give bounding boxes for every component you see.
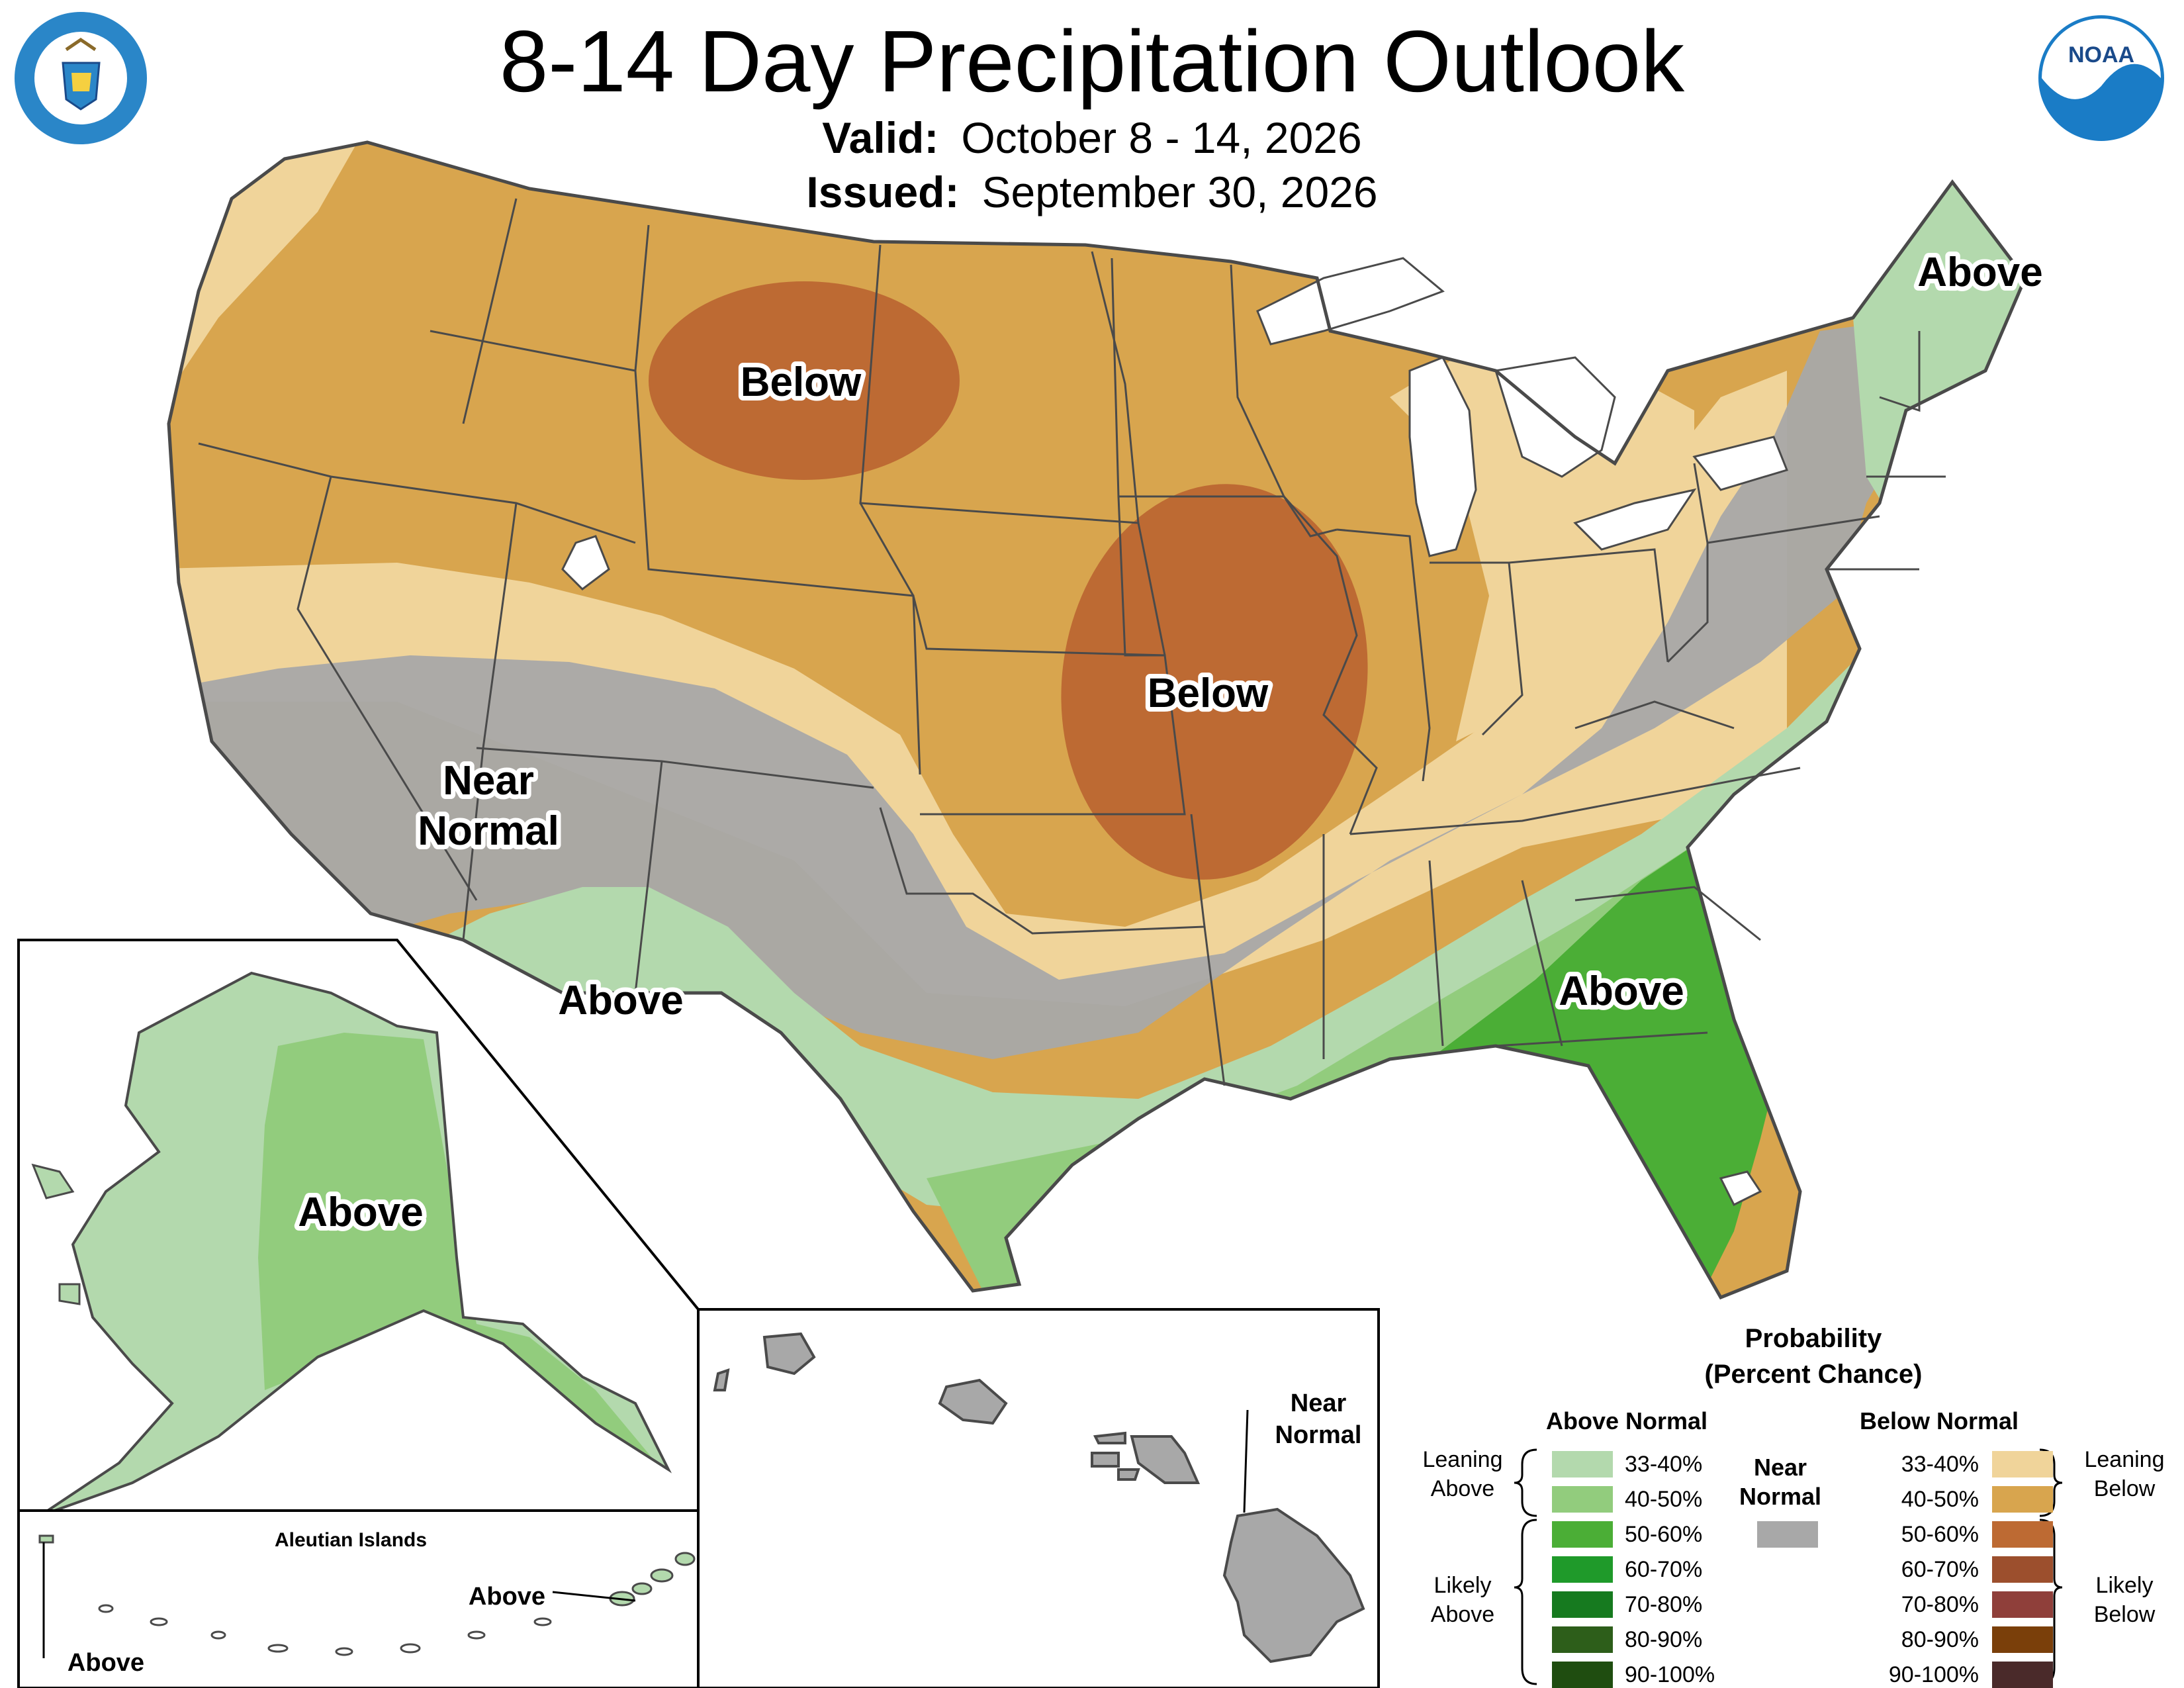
- above-swatch: [1552, 1451, 1613, 1477]
- below-range-label: 50-60%: [1901, 1522, 1979, 1547]
- legend-likely-below-1: Likely: [2095, 1573, 2154, 1598]
- legend-near-header-2: Normal: [1739, 1483, 1822, 1510]
- above-range-label: 80-90%: [1625, 1627, 1703, 1652]
- label-below-central: Below: [1148, 671, 1269, 716]
- valid-line: Valid: October 8 - 14, 2026: [0, 111, 2184, 164]
- hawaii-inset: [697, 1308, 1380, 1688]
- great-lakes: [561, 257, 1789, 1207]
- above-swatch: [1552, 1556, 1613, 1583]
- below-range-label: 70-80%: [1901, 1592, 1979, 1617]
- label-aleutian-above-east: Above: [469, 1583, 545, 1611]
- label-hawaii-near-1: Near: [1291, 1389, 1347, 1417]
- issued-line: Issued: September 30, 2026: [0, 165, 2184, 218]
- valid-value: October 8 - 14, 2026: [961, 113, 1362, 162]
- above-swatch: [1552, 1626, 1613, 1653]
- below-range-label: 80-90%: [1901, 1627, 1979, 1652]
- label-near-normal-2: Normal: [418, 808, 559, 854]
- state-borders: [167, 140, 2027, 1300]
- above-range-label: 60-70%: [1625, 1557, 1703, 1582]
- below-swatch: [1992, 1451, 2053, 1477]
- above-swatch: [1552, 1521, 1613, 1548]
- issued-value: September 30, 2026: [981, 167, 1378, 216]
- below-range-label: 90-100%: [1888, 1662, 1979, 1687]
- noaa-logo: NOAA: [2038, 15, 2164, 141]
- valid-label: Valid:: [822, 113, 939, 162]
- below-range-label: 40-50%: [1901, 1487, 1979, 1512]
- label-near-normal-1: Near: [443, 758, 534, 804]
- near-normal-swatch: [1757, 1521, 1818, 1548]
- below-range-label: 60-70%: [1901, 1557, 1979, 1582]
- legend-leaning-below-1: Leaning: [2084, 1447, 2165, 1472]
- label-above-alaska: Above: [298, 1190, 423, 1235]
- legend-above-header: Above Normal: [1545, 1407, 1708, 1434]
- above-swatch: [1552, 1486, 1613, 1513]
- below-range-label: 33-40%: [1901, 1452, 1979, 1477]
- issued-label: Issued:: [806, 167, 960, 216]
- above-swatch: [1552, 1591, 1613, 1618]
- legend-below-header: Below Normal: [1859, 1407, 2019, 1434]
- legend-title-2: (Percent Chance): [1704, 1360, 1923, 1389]
- department-of-commerce-seal: [15, 12, 147, 144]
- below-swatch: [1992, 1662, 2053, 1688]
- label-above-southwest: Above: [558, 978, 683, 1023]
- below-swatch: [1992, 1626, 2053, 1653]
- label-above-southeast: Above: [1559, 968, 1684, 1014]
- label-aleutian-above-west: Above: [68, 1649, 144, 1677]
- above-swatch: [1552, 1662, 1613, 1688]
- legend-leaning-above-1: Leaning: [1422, 1447, 1503, 1472]
- legend-leaning-above-2: Above: [1430, 1476, 1495, 1501]
- label-below-north: Below: [741, 359, 862, 405]
- legend-brackets: [1514, 1448, 2063, 1685]
- above-range-label: 40-50%: [1625, 1487, 1703, 1512]
- page-title: 8-14 Day Precipitation Outlook: [499, 13, 1685, 110]
- label-hawaii-near-2: Normal: [1275, 1421, 1362, 1449]
- below-swatch: [1992, 1521, 2053, 1548]
- aleutian-inset: [17, 1509, 700, 1688]
- below-swatch: [1992, 1556, 2053, 1583]
- legend-near-header-1: Near: [1753, 1454, 1807, 1481]
- legend-leaning-below-2: Below: [2093, 1476, 2156, 1501]
- svg-text:NOAA: NOAA: [2068, 42, 2134, 68]
- legend-likely-below-2: Below: [2093, 1602, 2156, 1627]
- label-aleutian-islands: Aleutian Islands: [275, 1529, 427, 1551]
- legend-likely-above-1: Likely: [1433, 1573, 1492, 1598]
- legend-title-1: Probability: [1745, 1324, 1882, 1353]
- above-range-label: 33-40%: [1625, 1452, 1703, 1477]
- alaska-inset: [17, 939, 700, 1517]
- label-above-northeast: Above: [1917, 250, 2042, 295]
- legend: Probability (Percent Chance) Above Norma…: [1416, 1324, 2184, 1688]
- above-range-label: 90-100%: [1625, 1662, 1715, 1687]
- below-swatch: [1992, 1591, 2053, 1618]
- above-range-label: 50-60%: [1625, 1522, 1703, 1547]
- above-range-label: 70-80%: [1625, 1592, 1703, 1617]
- below-swatch: [1992, 1486, 2053, 1513]
- legend-likely-above-2: Above: [1430, 1602, 1495, 1627]
